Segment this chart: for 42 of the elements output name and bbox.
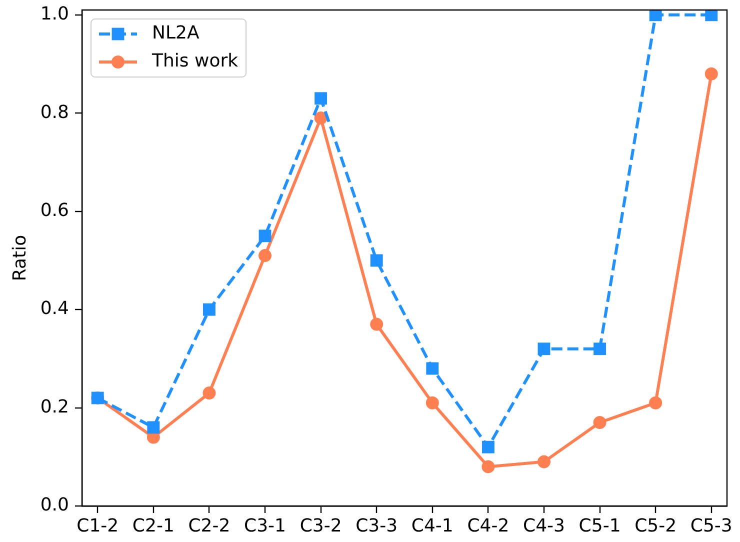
point bbox=[537, 455, 550, 468]
legend-label: NL2A bbox=[152, 22, 200, 44]
point bbox=[202, 303, 216, 316]
x-tick-label: C2-1 bbox=[132, 515, 174, 536]
point bbox=[538, 342, 550, 356]
point bbox=[202, 386, 216, 400]
y-tick-label: 0.8 bbox=[40, 102, 69, 123]
x-tick-label: C2-2 bbox=[188, 515, 230, 536]
point bbox=[482, 460, 495, 474]
point bbox=[649, 396, 662, 410]
legend-label: This work bbox=[151, 50, 239, 72]
y-axis-title: Ratio bbox=[9, 234, 30, 282]
x-tick-label: C4-1 bbox=[411, 515, 454, 536]
point bbox=[258, 230, 272, 242]
point bbox=[314, 92, 328, 105]
point bbox=[314, 112, 328, 125]
x-tick-label: C3-2 bbox=[300, 515, 342, 536]
point bbox=[426, 396, 439, 410]
x-tick-label: C4-3 bbox=[523, 515, 565, 536]
point bbox=[649, 10, 662, 22]
point bbox=[370, 254, 383, 267]
x-tick-label: C1-2 bbox=[76, 515, 119, 536]
point bbox=[147, 421, 160, 434]
point bbox=[258, 249, 272, 262]
x-tick-label: C4-2 bbox=[467, 515, 510, 536]
x-tick-label: C3-3 bbox=[356, 515, 398, 536]
x-tick-label: C5-3 bbox=[690, 515, 732, 536]
y-tick-label: 0.6 bbox=[40, 200, 69, 222]
y-tick-label: 0.4 bbox=[40, 298, 69, 320]
point bbox=[705, 10, 718, 22]
x-tick-label: C5-1 bbox=[578, 515, 621, 536]
point bbox=[370, 318, 384, 331]
x-tick-label: C3-1 bbox=[244, 515, 286, 536]
point bbox=[594, 342, 606, 356]
y-tick-label: 0.0 bbox=[40, 494, 69, 516]
y-tick-label: 0.2 bbox=[40, 396, 69, 418]
point bbox=[482, 440, 494, 454]
point bbox=[593, 416, 606, 430]
point bbox=[426, 362, 439, 375]
y-tick-label: 1.0 bbox=[40, 4, 69, 25]
point bbox=[704, 67, 718, 80]
x-tick-label: C5-2 bbox=[634, 515, 677, 536]
